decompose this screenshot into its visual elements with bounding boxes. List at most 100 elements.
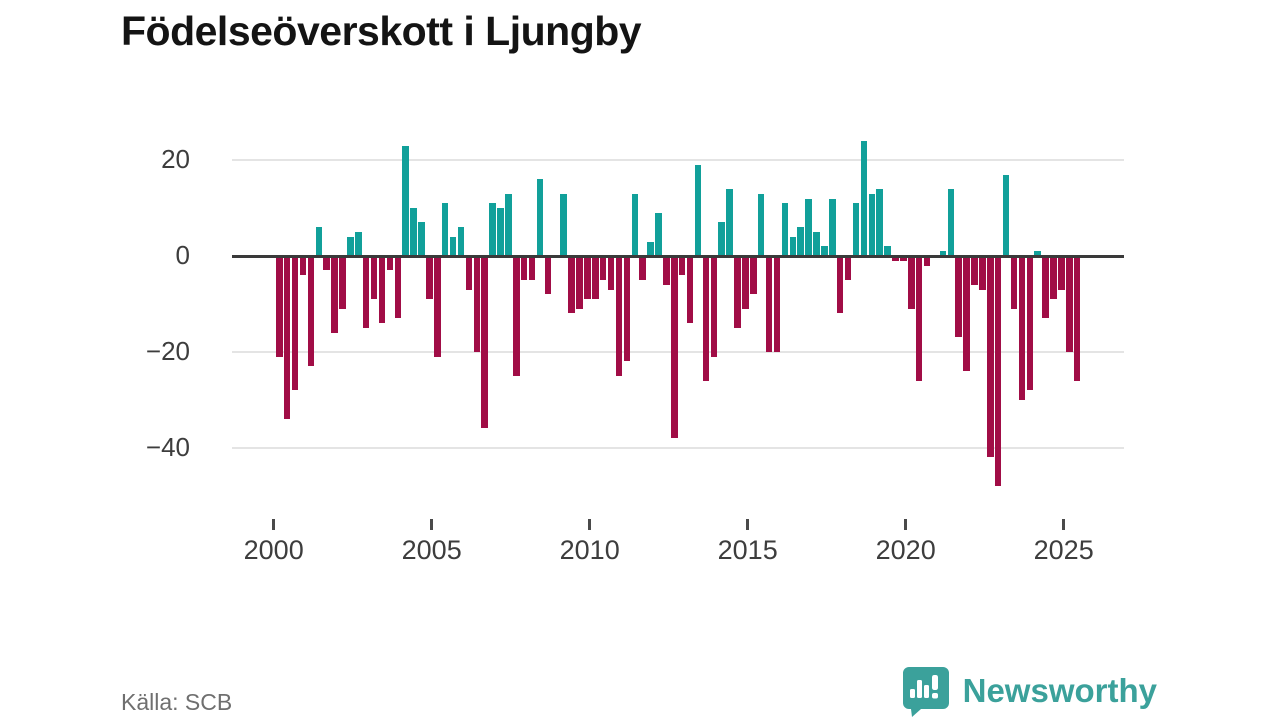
bar-quarter-2008Q1 bbox=[528, 256, 536, 280]
chart-title: Födelseöverskott i Ljungby bbox=[121, 8, 642, 54]
bar-quarter-2006Q4 bbox=[489, 203, 496, 256]
bar-quarter-2018Q4 bbox=[868, 193, 876, 256]
bar-quarter-2002Q2 bbox=[347, 236, 354, 256]
bar-quarter-2007Q2 bbox=[505, 193, 512, 256]
newsworthy-logo: Newsworthy bbox=[899, 663, 1157, 719]
bar-quarter-2022Q1 bbox=[971, 256, 978, 285]
bar-quarter-2002Q4 bbox=[362, 256, 370, 328]
bar-quarter-2012Q4 bbox=[678, 256, 686, 276]
x-axis-tick-2005 bbox=[430, 519, 434, 530]
bar-quarter-2009Q3 bbox=[576, 256, 583, 309]
bar-quarter-2018Q2 bbox=[852, 203, 860, 256]
bar-quarter-2011Q2 bbox=[631, 193, 639, 256]
x-axis-tick-2010 bbox=[588, 519, 592, 530]
bar-quarter-2011Q3 bbox=[639, 256, 646, 280]
bar-quarter-2021Q2 bbox=[947, 188, 955, 256]
bar-quarter-2000Q1 bbox=[276, 256, 283, 357]
bar-quarter-2022Q4 bbox=[994, 256, 1002, 486]
newsworthy-logo-icon bbox=[902, 667, 949, 717]
bar-quarter-2023Q4 bbox=[1026, 256, 1034, 391]
bar-quarter-2014Q2 bbox=[726, 188, 733, 256]
bar-quarter-2006Q2 bbox=[473, 256, 481, 352]
gridline-y--40 bbox=[232, 446, 1124, 449]
bar-quarter-2008Q3 bbox=[544, 256, 552, 295]
bar-quarter-2025Q2 bbox=[1073, 256, 1081, 381]
bar-quarter-2010Q4 bbox=[615, 256, 623, 376]
bar-quarter-2014Q4 bbox=[742, 256, 749, 309]
bar-quarter-2006Q1 bbox=[465, 256, 473, 290]
bar-quarter-2012Q2 bbox=[663, 256, 670, 285]
bar-quarter-2015Q2 bbox=[757, 193, 765, 256]
bar-quarter-2007Q1 bbox=[497, 208, 504, 256]
bar-quarter-2023Q1 bbox=[1002, 174, 1010, 256]
bar-quarter-2015Q1 bbox=[750, 256, 757, 295]
bar-quarter-2021Q1 bbox=[939, 251, 947, 256]
bar-quarter-2009Q1 bbox=[560, 193, 567, 256]
bar-quarter-2001Q1 bbox=[307, 256, 315, 367]
bar-quarter-2000Q2 bbox=[283, 256, 291, 419]
x-axis-label-2005: 2005 bbox=[401, 535, 462, 565]
bar-quarter-2008Q2 bbox=[536, 179, 544, 256]
bar-quarter-2020Q3 bbox=[923, 256, 931, 266]
bar-quarter-2015Q3 bbox=[765, 256, 773, 352]
bar-quarter-2019Q3 bbox=[892, 256, 899, 261]
y-axis-label-0: 0 bbox=[175, 240, 190, 270]
bar-quarter-2024Q2 bbox=[1042, 256, 1049, 319]
x-axis-label-2010: 2010 bbox=[559, 535, 620, 565]
bar-quarter-2002Q3 bbox=[355, 232, 362, 256]
bar-quarter-2013Q3 bbox=[702, 256, 710, 381]
bar-quarter-2014Q3 bbox=[734, 256, 741, 328]
x-axis-label-2020: 2020 bbox=[875, 535, 936, 565]
bar-quarter-2017Q4 bbox=[836, 256, 844, 314]
zero-axis-line bbox=[232, 254, 1124, 258]
bar-quarter-2013Q2 bbox=[694, 164, 702, 256]
bar-quarter-2019Q2 bbox=[884, 246, 891, 256]
x-axis-tick-2025 bbox=[1062, 519, 1066, 530]
bar-quarter-2004Q4 bbox=[426, 256, 433, 300]
bar-quarter-2007Q3 bbox=[513, 256, 520, 376]
bar-quarter-2005Q2 bbox=[441, 203, 449, 256]
bar-quarter-2018Q1 bbox=[844, 256, 852, 280]
bar-quarter-2013Q1 bbox=[686, 256, 694, 324]
bar-quarter-2002Q1 bbox=[339, 256, 346, 309]
x-axis-tick-2020 bbox=[904, 519, 908, 530]
bar-quarter-2011Q1 bbox=[623, 256, 631, 362]
bar-quarter-2001Q3 bbox=[323, 256, 330, 271]
bar-quarter-2004Q3 bbox=[418, 222, 425, 256]
y-axis-label--40: −40 bbox=[145, 431, 190, 462]
bar-quarter-2010Q3 bbox=[607, 256, 615, 290]
bar-quarter-2020Q1 bbox=[908, 256, 915, 309]
bar-quarter-2004Q2 bbox=[410, 208, 417, 256]
bar-quarter-2023Q3 bbox=[1018, 256, 1026, 400]
bar-quarter-2010Q1 bbox=[592, 256, 599, 300]
bar-quarter-2015Q4 bbox=[773, 256, 781, 352]
bar-quarter-2003Q1 bbox=[370, 256, 378, 300]
newsworthy-logo-text: Newsworthy bbox=[962, 672, 1157, 709]
x-axis-label-2015: 2015 bbox=[717, 535, 778, 565]
gridline-y--20 bbox=[232, 350, 1124, 353]
bar-quarter-2019Q1 bbox=[876, 188, 883, 256]
bar-quarter-2005Q4 bbox=[457, 227, 465, 256]
bar-quarter-2003Q3 bbox=[386, 256, 394, 271]
bar-quarter-2013Q4 bbox=[710, 256, 718, 357]
x-axis-tick-2000 bbox=[272, 519, 276, 530]
bar-quarter-2021Q4 bbox=[963, 256, 970, 371]
y-axis-label--20: −20 bbox=[145, 335, 190, 366]
bar-quarter-2011Q4 bbox=[647, 241, 654, 256]
plot-area bbox=[232, 140, 1124, 486]
bar-quarter-2012Q1 bbox=[655, 212, 662, 256]
bar-quarter-2024Q1 bbox=[1034, 251, 1041, 256]
bar-quarter-2012Q3 bbox=[671, 256, 678, 439]
bar-quarter-2021Q3 bbox=[955, 256, 962, 338]
bar-quarter-2005Q3 bbox=[449, 236, 457, 256]
bar-quarter-2000Q3 bbox=[291, 256, 299, 391]
bar-quarter-2005Q1 bbox=[434, 256, 441, 357]
bar-quarter-2023Q2 bbox=[1010, 256, 1018, 309]
bar-quarter-2018Q3 bbox=[860, 141, 868, 256]
bar-quarter-2016Q2 bbox=[789, 236, 797, 256]
bar-quarter-2006Q3 bbox=[481, 256, 488, 429]
bar-quarter-2025Q1 bbox=[1066, 256, 1073, 352]
source-caption: Källa: SCB bbox=[121, 689, 233, 715]
bar-quarter-2001Q2 bbox=[315, 227, 323, 256]
bar-quarter-2010Q2 bbox=[599, 256, 607, 280]
